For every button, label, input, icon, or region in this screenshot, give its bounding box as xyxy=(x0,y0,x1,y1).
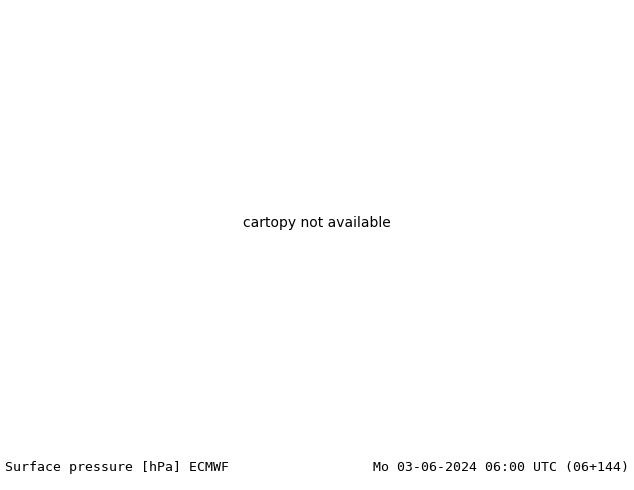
Text: Mo 03-06-2024 06:00 UTC (06+144): Mo 03-06-2024 06:00 UTC (06+144) xyxy=(373,462,629,474)
Text: Surface pressure [hPa] ECMWF: Surface pressure [hPa] ECMWF xyxy=(5,462,229,474)
Text: cartopy not available: cartopy not available xyxy=(243,216,391,230)
